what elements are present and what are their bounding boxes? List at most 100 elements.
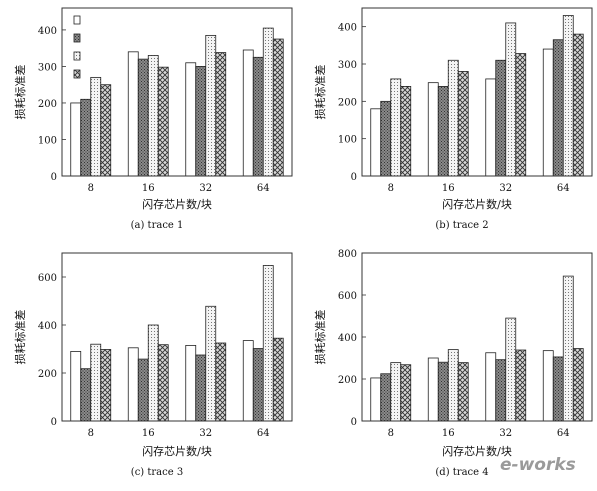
bar-cross-8 — [100, 84, 112, 177]
bar-dotted-8 — [390, 362, 402, 422]
y-tick-label: 0 — [351, 417, 357, 428]
y-tick-label: 200 — [38, 99, 57, 110]
bar-dark-64 — [252, 56, 264, 177]
x-tick-label: 8 — [88, 183, 94, 194]
x-tick-label: 8 — [388, 183, 394, 194]
y-tick-label: 400 — [338, 333, 357, 344]
bar-white-8 — [70, 350, 82, 422]
x-axis-label: 闪存芯片数/块 — [142, 444, 212, 458]
watermark-logo: e-works — [500, 455, 576, 475]
bar-white-8 — [370, 377, 382, 422]
bar-dotted-64 — [262, 27, 274, 177]
bar-white-16 — [427, 82, 439, 177]
plot-frame — [61, 7, 293, 177]
bar-dotted-32 — [205, 305, 217, 422]
x-tick-label: 32 — [199, 428, 212, 439]
bar-dotted-8 — [390, 78, 402, 177]
y-tick-label: 400 — [338, 23, 357, 34]
bar-white-16 — [427, 357, 439, 422]
bar-dotted-16 — [447, 349, 459, 422]
y-tick-label: 400 — [38, 26, 57, 37]
y-tick-label: 600 — [38, 273, 57, 284]
y-tick-label: 0 — [351, 172, 357, 183]
bar-dark-8 — [380, 100, 392, 177]
bar-dotted-16 — [147, 55, 159, 177]
bar-cross-8 — [400, 86, 412, 177]
bar-dark-16 — [137, 358, 149, 422]
bar-dark-8 — [380, 373, 392, 422]
bar-dotted-8 — [90, 76, 102, 177]
x-tick-label: 32 — [199, 183, 212, 194]
y-axis-label: 损耗标准差 — [13, 65, 27, 120]
x-tick-label: 32 — [499, 183, 512, 194]
bar-cross-8 — [400, 364, 412, 422]
bar-cross-32 — [215, 52, 227, 177]
x-axis-label: 闪存芯片数/块 — [142, 197, 212, 211]
bar-cross-64 — [572, 348, 584, 422]
bar-dark-16 — [137, 58, 149, 177]
bar-dotted-16 — [147, 324, 159, 422]
panel-caption: (a) trace 1 — [131, 220, 184, 231]
x-tick-label: 8 — [88, 428, 94, 439]
bar-white-64 — [542, 48, 554, 177]
y-tick-label: 300 — [338, 60, 357, 71]
x-tick-label: 64 — [257, 183, 270, 194]
bar-dotted-64 — [562, 275, 574, 422]
bar-dark-16 — [437, 86, 449, 177]
bar-white-64 — [242, 49, 254, 177]
x-tick-label: 8 — [388, 428, 394, 439]
bar-cross-32 — [515, 349, 527, 422]
panel-caption: (b) trace 2 — [435, 220, 488, 231]
x-tick-label: 16 — [142, 428, 155, 439]
bar-white-32 — [185, 62, 197, 177]
bar-dark-64 — [552, 39, 564, 177]
x-tick-label: 16 — [442, 183, 455, 194]
bar-cross-32 — [515, 53, 527, 177]
bar-dark-32 — [495, 359, 507, 422]
plot-frame — [361, 252, 593, 422]
bar-cross-8 — [100, 349, 112, 422]
bar-dotted-32 — [205, 34, 217, 177]
bar-white-16 — [127, 347, 139, 422]
bar-white-32 — [485, 78, 497, 177]
bar-white-32 — [485, 352, 497, 422]
bar-dark-32 — [195, 66, 207, 177]
legend-swatch-white — [73, 15, 81, 25]
y-tick-label: 200 — [338, 97, 357, 108]
bar-white-64 — [542, 350, 554, 422]
legend-swatch-cross — [73, 69, 81, 79]
x-tick-label: 16 — [442, 428, 455, 439]
bar-dotted-64 — [562, 15, 574, 177]
plot-frame — [361, 7, 593, 177]
bar-dark-64 — [252, 348, 264, 422]
bar-dark-32 — [195, 354, 207, 422]
bar-cross-16 — [457, 362, 469, 422]
x-tick-label: 64 — [557, 428, 570, 439]
y-tick-label: 200 — [38, 369, 57, 380]
bar-white-16 — [127, 51, 139, 177]
x-tick-label: 64 — [257, 428, 270, 439]
bar-dotted-8 — [90, 343, 102, 422]
bar-cross-16 — [157, 66, 169, 177]
y-tick-label: 200 — [338, 375, 357, 386]
bar-dotted-64 — [262, 265, 274, 422]
y-tick-label: 300 — [38, 62, 57, 73]
bar-cross-64 — [272, 38, 284, 177]
bar-dark-64 — [552, 356, 564, 422]
y-tick-label: 0 — [51, 172, 57, 183]
y-tick-label: 800 — [338, 249, 357, 260]
y-axis-label: 损耗标准差 — [313, 310, 327, 365]
y-axis-label: 损耗标准差 — [313, 65, 327, 120]
x-tick-label: 64 — [557, 183, 570, 194]
x-axis-label: 闪存芯片数/块 — [442, 197, 512, 211]
bar-cross-16 — [457, 71, 469, 177]
bar-dark-32 — [495, 59, 507, 177]
bar-dotted-32 — [505, 22, 517, 177]
panel-caption: (d) trace 4 — [435, 467, 488, 478]
bar-dotted-32 — [505, 317, 517, 422]
